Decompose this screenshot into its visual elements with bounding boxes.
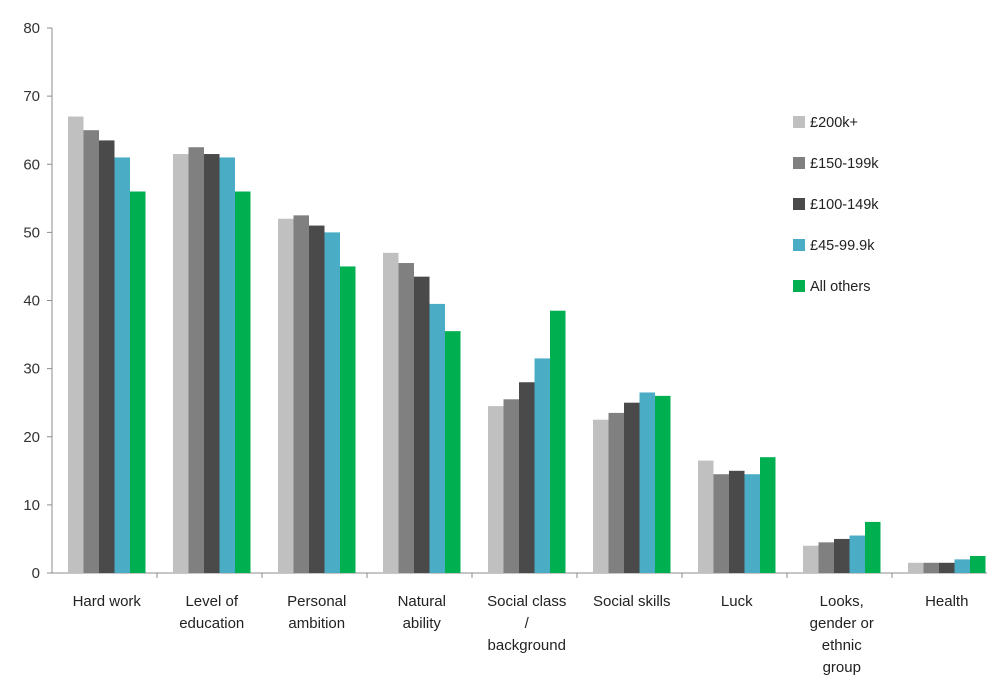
bar [818, 542, 834, 573]
legend-swatch [793, 116, 805, 128]
y-tick-label: 30 [23, 361, 40, 378]
legend-label: £150-199k [810, 156, 879, 172]
legend: £200k+ £150-199k £100-149k £45-99.9k All oth… [793, 115, 879, 295]
x-category-label: Level of education [179, 593, 244, 632]
y-tick-label: 70 [23, 88, 40, 105]
bar [488, 406, 504, 573]
bar [954, 559, 970, 573]
y-tick-label: 80 [23, 20, 40, 37]
legend-label: £45-99.9k [810, 238, 875, 254]
legend-swatch [793, 280, 805, 292]
bar [550, 310, 566, 573]
x-category-label: Social skills [593, 593, 671, 610]
bar [173, 154, 189, 573]
bar [235, 191, 251, 573]
y-tick-label: 60 [23, 156, 40, 173]
bar [760, 457, 776, 573]
bar [429, 303, 445, 573]
bar [534, 358, 550, 573]
bar [593, 419, 609, 573]
legend-label: £100-149k [810, 197, 879, 213]
x-category-label: Health [925, 593, 968, 610]
bar [219, 157, 235, 573]
bar [130, 191, 146, 573]
bar [414, 276, 430, 573]
bar [608, 412, 624, 573]
legend-label: All others [810, 279, 870, 295]
y-tick-label: 0 [32, 565, 40, 582]
y-axis-ticks: 0 10 20 30 40 50 60 70 80 [23, 20, 893, 582]
bar [624, 402, 640, 573]
bar [383, 252, 399, 573]
x-category-label: Natural ability [398, 593, 446, 632]
legend-swatch [793, 157, 805, 169]
bar [503, 399, 519, 573]
x-category-label: Luck [721, 593, 753, 610]
x-category-label: Social class / background [487, 593, 566, 654]
bar [114, 157, 130, 573]
y-tick-label: 10 [23, 497, 40, 514]
bar [923, 562, 939, 573]
bar [970, 555, 986, 573]
bar [849, 535, 865, 573]
bar [698, 460, 714, 573]
bar [340, 266, 356, 573]
bar [188, 147, 204, 573]
bar [398, 263, 414, 573]
bar [834, 538, 850, 573]
x-axis-category-labels: Hard work Level of education Personal ambiti… [73, 593, 969, 676]
bar [204, 154, 220, 573]
y-tick-label: 50 [23, 224, 40, 241]
legend-label: £200k+ [810, 115, 858, 131]
bar [68, 116, 84, 573]
x-category-label: Personal ambition [287, 593, 346, 632]
legend-swatch [793, 239, 805, 251]
legend-swatch [793, 198, 805, 210]
bar [744, 474, 760, 573]
bar [293, 215, 309, 573]
bars-group [68, 116, 986, 573]
bar [99, 140, 115, 573]
bar [655, 395, 671, 573]
bar [519, 382, 535, 573]
bar [309, 225, 325, 573]
bar [713, 474, 729, 573]
bar [445, 331, 461, 573]
bar [729, 470, 745, 573]
y-tick-label: 40 [23, 293, 40, 310]
bar [324, 232, 340, 573]
x-category-label: Hard work [73, 593, 142, 610]
y-tick-label: 20 [23, 429, 40, 446]
bar [908, 562, 924, 573]
bar [278, 218, 294, 573]
bar [939, 562, 955, 573]
bar [865, 521, 881, 573]
bar [83, 130, 99, 573]
bar [803, 545, 819, 573]
bar [639, 392, 655, 573]
x-category-label: Looks, gender or ethnic group [810, 593, 874, 676]
